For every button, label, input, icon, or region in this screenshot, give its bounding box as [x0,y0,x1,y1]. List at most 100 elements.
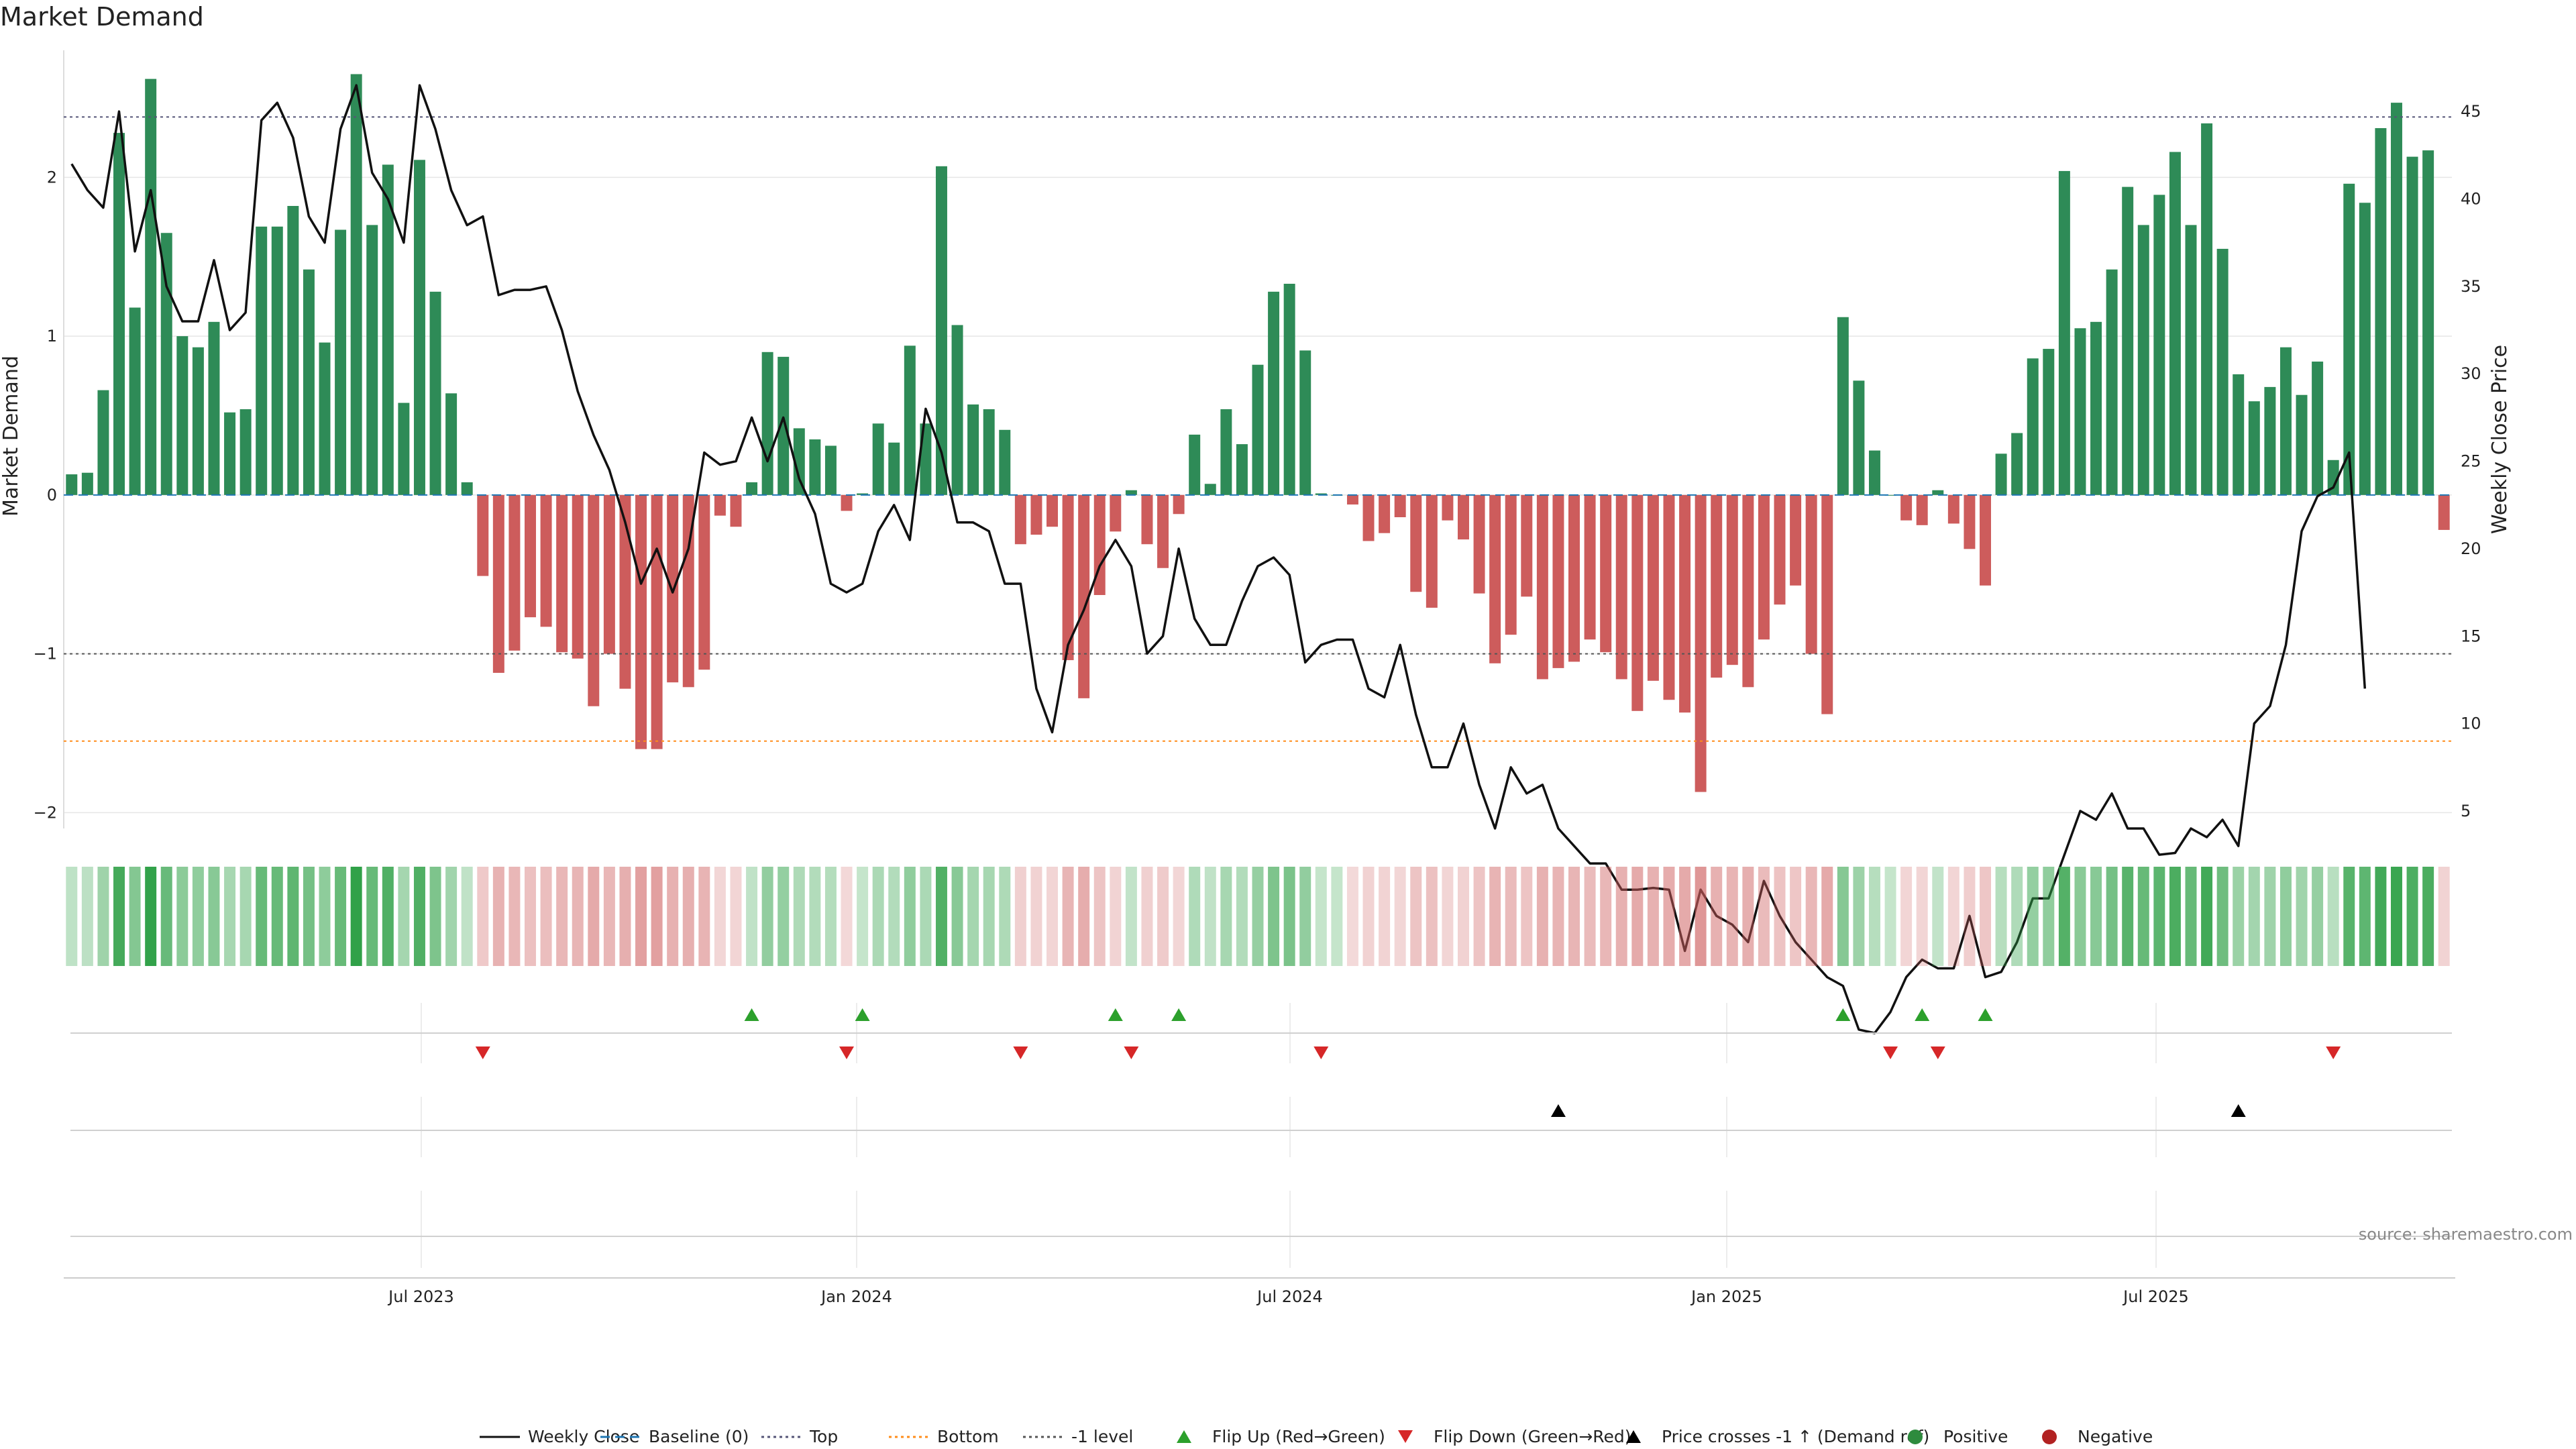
demand-bar [698,494,710,670]
demand-bar [1030,494,1042,535]
heat-cell [1379,867,1391,966]
x-tick-label: Jul 2025 [2122,1287,2189,1306]
heat-cell [1426,867,1438,966]
demand-bar [809,439,821,495]
heat-cell [2438,867,2450,966]
heat-cell [2359,867,2371,966]
demand-bar [2137,225,2149,495]
demand-bar [1505,494,1517,635]
empty-panel [70,1191,2452,1268]
demand-bar [2438,494,2450,530]
heat-cell [366,867,378,966]
heat-cell [2279,867,2292,966]
heat-cell [2185,867,2197,966]
heat-cell [809,867,821,966]
demand-heat-strip [66,867,2450,966]
legend-label: Flip Up (Red→Green) [1212,1427,1385,1446]
demand-bar [1536,494,1548,680]
heat-cell [793,867,805,966]
legend-item: Top [761,1427,838,1446]
demand-bar [1394,494,1406,517]
y-left-tick-label: 1 [47,327,57,345]
heat-cell [2011,867,2023,966]
demand-bar [2074,328,2086,495]
demand-bar [730,494,742,527]
heat-cell [192,867,204,966]
demand-bar [1220,409,1232,495]
heat-cell [1868,867,1880,966]
heat-cell [2122,867,2134,966]
heat-cell [1758,867,1770,966]
heat-cell [1299,867,1311,966]
heat-cell [256,867,268,966]
heat-cell [1489,867,1501,966]
heat-cell [287,867,299,966]
y-right-tick-label: 10 [2461,714,2481,733]
heat-cell [1884,867,1896,966]
demand-bar [824,445,837,495]
demand-bar [1868,450,1880,495]
heat-cell [603,867,615,966]
heat-cell [967,867,979,966]
heat-cell [1521,867,1533,966]
demand-bar [1093,494,1106,595]
legend-item: -1 level [1023,1427,1133,1446]
demand-bar [1821,494,1833,714]
heat-cell [1093,867,1106,966]
heat-cell [1173,867,1185,966]
demand-bar [2058,170,2070,495]
heat-cell [525,867,536,966]
heat-cell [1853,867,1865,966]
x-tick-label: Jul 2023 [387,1287,454,1306]
heat-cell [445,867,458,966]
source-note: source: sharemaestro.com [2359,1225,2573,1244]
flip-down-marker [1883,1046,1898,1059]
legend-swatch-triangle-up [1177,1430,1191,1443]
heat-cell [2074,867,2086,966]
flip-down-marker [1124,1046,1139,1059]
heat-cell [2043,867,2055,966]
demand-bar [999,429,1011,495]
heat-cell [983,867,995,966]
x-tick-label: Jan 2025 [1690,1287,1762,1306]
heat-cell [461,867,473,966]
heat-cell [2296,867,2308,966]
heat-cell [1473,867,1485,966]
flip-down-marker [2326,1046,2341,1059]
heat-cell [2106,867,2118,966]
legend-item: Flip Up (Red→Green) [1177,1427,1385,1446]
legend-label: Baseline (0) [649,1427,749,1446]
heat-cell [350,867,362,966]
demand-bar [746,482,758,495]
heat-cell [824,867,837,966]
price-cross-marker [2231,1104,2246,1117]
legend-item: Flip Down (Green→Red) [1398,1427,1631,1446]
demand-bar [2122,186,2134,495]
demand-bar [967,404,979,495]
demand-bar [2233,374,2245,495]
demand-bar [2090,321,2102,495]
y-right-tick-label: 30 [2461,364,2481,383]
heat-cell [1790,867,1802,966]
y-right-tick-label: 5 [2461,802,2471,820]
demand-bar [413,160,425,495]
heat-cell [1568,867,1580,966]
demand-bar [2279,347,2292,495]
demand-bar [1980,494,1991,586]
heat-cell [682,867,694,966]
heat-cell [477,867,489,966]
legend-label: Price crosses -1 ↑ (Demand ref) [1662,1427,1929,1446]
demand-bar [1346,494,1358,505]
flip-up-marker [1915,1008,1930,1021]
heat-cell [492,867,504,966]
demand-bar [1995,453,2007,495]
heat-cell [398,867,410,966]
demand-bar [2043,349,2055,495]
flip-up-marker [1171,1008,1187,1021]
heat-cell [857,867,869,966]
heat-cell [619,867,631,966]
price-cross-panel [70,1097,2452,1157]
heat-cell [920,867,932,966]
heat-cell [698,867,710,966]
demand-bar [2216,248,2229,495]
